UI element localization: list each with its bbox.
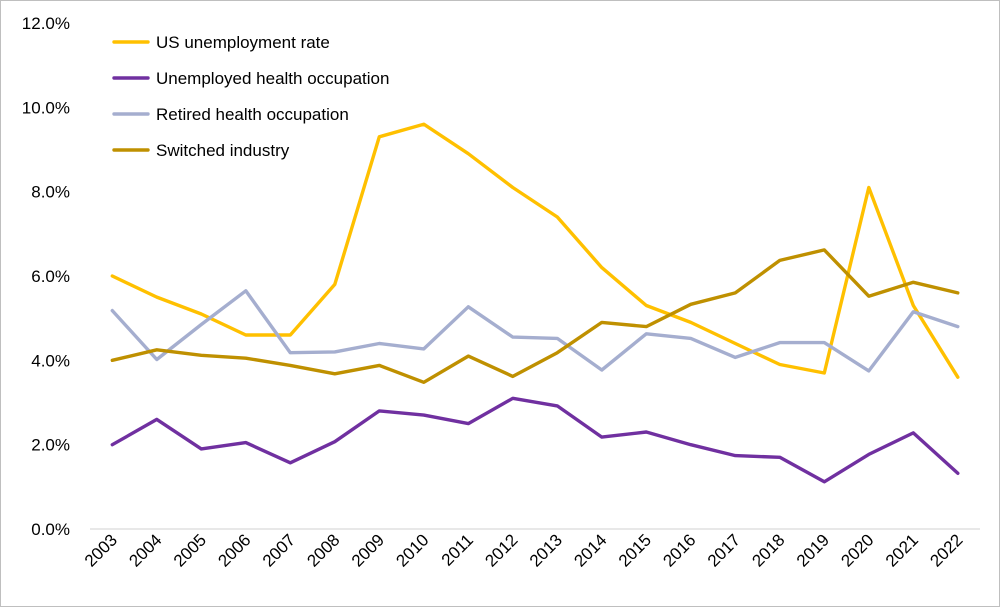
legend-label-2: Unemployed health occupation xyxy=(156,69,389,88)
series-line-2 xyxy=(110,396,960,484)
x-tick-label: 2006 xyxy=(214,530,254,570)
series-line-4 xyxy=(110,248,960,384)
x-tick-label: 2019 xyxy=(793,530,833,570)
legend-label-1: US unemployment rate xyxy=(156,33,330,52)
x-tick-label: 2016 xyxy=(659,530,699,570)
y-tick-label: 10.0% xyxy=(22,98,70,117)
y-tick-label: 8.0% xyxy=(31,183,70,202)
x-tick-label: 2012 xyxy=(481,530,521,570)
legend: US unemployment rate Unemployed health oc… xyxy=(112,33,389,160)
x-tick-label: 2005 xyxy=(170,530,210,570)
x-tick-label: 2017 xyxy=(704,530,744,570)
x-tick-label: 2004 xyxy=(125,530,165,570)
x-tick-label: 2010 xyxy=(392,530,432,570)
y-tick-label: 4.0% xyxy=(31,351,70,370)
y-tick-label: 6.0% xyxy=(31,267,70,286)
x-tick-label: 2020 xyxy=(837,530,877,570)
series-line-3 xyxy=(110,289,960,373)
legend-label-3: Retired health occupation xyxy=(156,105,349,124)
series-layer xyxy=(110,122,960,484)
x-tick-label: 2022 xyxy=(926,530,966,570)
y-tick-label: 0.0% xyxy=(31,520,70,539)
x-tick-label: 2011 xyxy=(438,530,477,569)
legend-label-4: Switched industry xyxy=(156,141,290,160)
y-tick-label: 12.0% xyxy=(22,14,70,33)
x-tick-label: 2021 xyxy=(882,530,922,570)
x-tick-label: 2013 xyxy=(526,530,566,570)
x-tick-label: 2003 xyxy=(81,530,121,570)
y-tick-label: 2.0% xyxy=(31,436,70,455)
x-tick-label: 2007 xyxy=(259,530,299,570)
x-tick-label: 2018 xyxy=(748,530,788,570)
x-tick-label: 2014 xyxy=(570,530,610,570)
x-tick-label: 2008 xyxy=(303,530,343,570)
axes-layer: 0.0%2.0%4.0%6.0%8.0%10.0%12.0%2003 2004 20… xyxy=(22,14,980,571)
x-tick-label: 2015 xyxy=(615,530,655,570)
series-line-1 xyxy=(110,122,960,379)
x-tick-label: 2009 xyxy=(348,530,388,570)
